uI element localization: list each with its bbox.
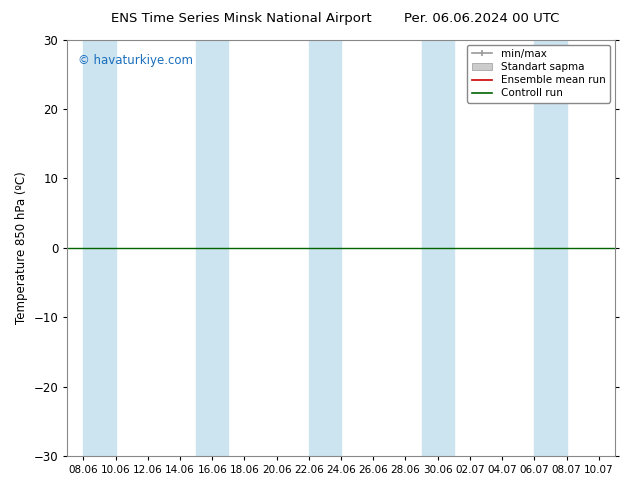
Bar [84, 40, 115, 456]
Y-axis label: Temperature 850 hPa (ºC): Temperature 850 hPa (ºC) [15, 172, 28, 324]
Text: ENS Time Series Minsk National Airport: ENS Time Series Minsk National Airport [110, 12, 372, 25]
Bar [534, 40, 567, 456]
Bar [422, 40, 454, 456]
Bar [309, 40, 341, 456]
Text: Per. 06.06.2024 00 UTC: Per. 06.06.2024 00 UTC [404, 12, 560, 25]
Legend: min/max, Standart sapma, Ensemble mean run, Controll run: min/max, Standart sapma, Ensemble mean r… [467, 45, 610, 102]
Bar [196, 40, 228, 456]
Text: © havaturkiye.com: © havaturkiye.com [78, 54, 193, 67]
